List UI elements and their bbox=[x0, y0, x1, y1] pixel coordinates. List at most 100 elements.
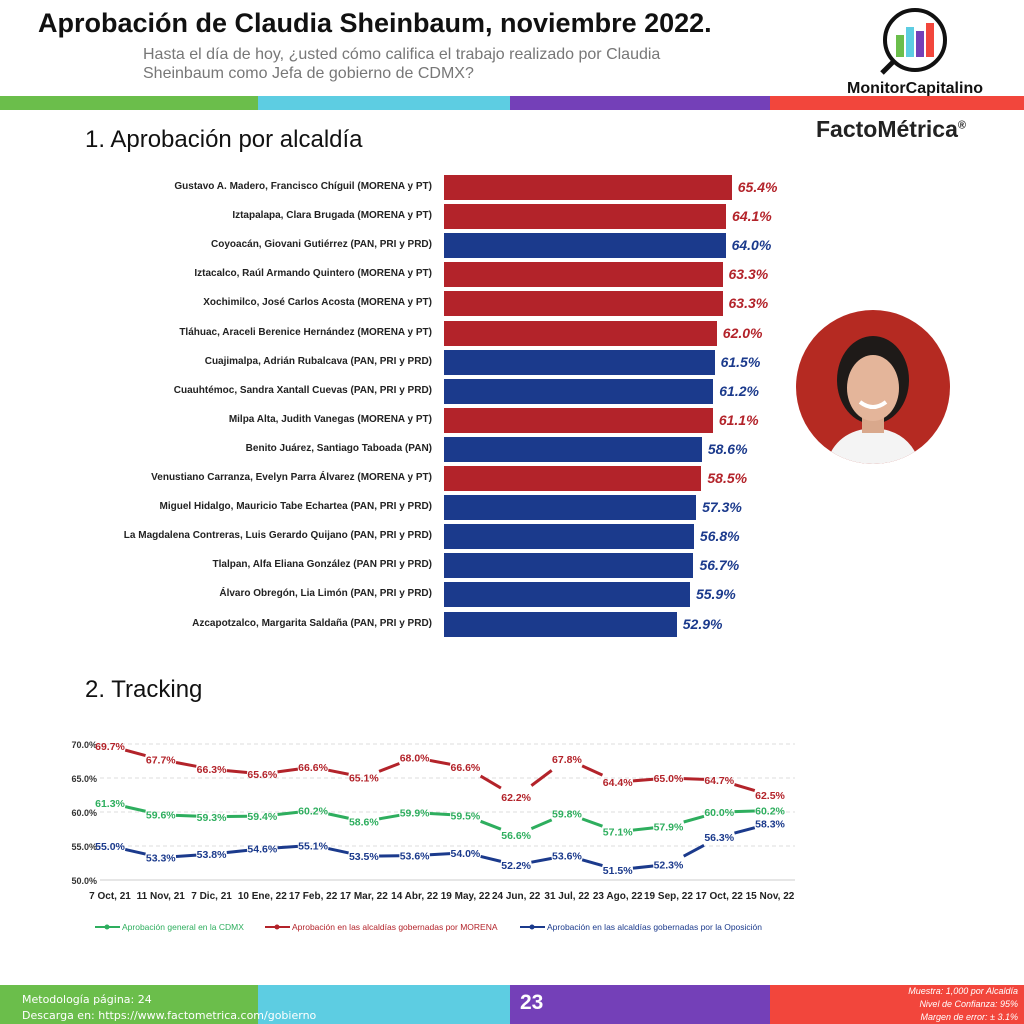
y-tick-label: 60.0% bbox=[71, 808, 97, 818]
footer-stripe-cyan bbox=[258, 985, 510, 1024]
x-tick-label: 23 Ago, 22 bbox=[593, 891, 643, 902]
series-segment bbox=[479, 774, 502, 790]
data-label: 58.3% bbox=[755, 819, 785, 831]
series-segment bbox=[429, 758, 451, 766]
data-label: 54.6% bbox=[247, 844, 277, 856]
bar bbox=[444, 378, 714, 404]
series-segment bbox=[632, 826, 654, 832]
bar-value-label: 52.9% bbox=[682, 615, 723, 632]
bar bbox=[444, 262, 723, 288]
series-segment bbox=[530, 769, 553, 787]
bar-category-label: Coyoacán, Giovani Gutiérrez (PAN, PRI y … bbox=[211, 239, 432, 251]
series-segment bbox=[277, 844, 298, 850]
data-label: 65.6% bbox=[247, 769, 277, 781]
bar-category-label: Iztacalco, Raúl Armando Quintero (MORENA… bbox=[194, 268, 432, 280]
data-label: 53.3% bbox=[146, 853, 176, 865]
data-label: 55.1% bbox=[298, 840, 328, 852]
series-segment bbox=[632, 864, 654, 870]
series-segment bbox=[378, 813, 400, 821]
survey-question: Hasta el día de hoy, ¿usted cómo calific… bbox=[143, 46, 661, 82]
data-label: 59.8% bbox=[552, 808, 582, 820]
legend-marker bbox=[529, 924, 535, 930]
bar bbox=[444, 495, 697, 521]
series-segment bbox=[277, 767, 299, 774]
bar-value-label: 57.3% bbox=[702, 499, 742, 516]
series-segment bbox=[175, 813, 197, 818]
data-label: 64.4% bbox=[603, 777, 633, 789]
bar-value-label: 56.7% bbox=[699, 557, 740, 574]
x-tick-label: 7 Dic, 21 bbox=[191, 891, 232, 902]
series-segment bbox=[682, 843, 705, 858]
bar bbox=[444, 582, 690, 608]
monitor-capitalino-text: MonitorCapitalino bbox=[847, 80, 983, 97]
data-label: 60.2% bbox=[755, 806, 785, 818]
series-segment bbox=[683, 814, 705, 824]
series-segment bbox=[327, 812, 349, 820]
series-segment bbox=[328, 768, 349, 776]
data-label: 53.6% bbox=[552, 851, 582, 863]
bar-category-label: Gustavo A. Madero, Francisco Chíguil (MO… bbox=[174, 181, 432, 192]
data-label: 64.7% bbox=[704, 775, 734, 787]
footer-stripe-green bbox=[0, 985, 258, 1024]
bar-value-label: 64.1% bbox=[732, 208, 772, 225]
legend-label: Aprobación en las alcaldías gobernadas p… bbox=[547, 922, 762, 932]
series-segment bbox=[226, 769, 248, 774]
bar-value-label: 56.8% bbox=[699, 528, 740, 545]
series-segment bbox=[378, 762, 400, 773]
bar-category-label: Álvaro Obregón, Lia Limón (PAN, PRI y PR… bbox=[219, 588, 432, 600]
muestra-text: Muestra: 1,000 por Alcaldía bbox=[908, 986, 1018, 996]
data-label: 57.9% bbox=[654, 821, 684, 833]
series-segment bbox=[226, 848, 248, 855]
footer-stripe-red bbox=[770, 985, 1024, 1024]
bar bbox=[444, 291, 723, 317]
bar-category-label: Cuajimalpa, Adrián Rubalcava (PAN, PRI y… bbox=[204, 355, 432, 367]
bar-value-label: 58.6% bbox=[707, 440, 748, 457]
data-label: 60.0% bbox=[704, 807, 734, 819]
y-tick-label: 55.0% bbox=[71, 842, 97, 852]
bar-category-label: Tláhuac, Araceli Berenice Hernández (MOR… bbox=[179, 326, 432, 338]
data-label: 59.6% bbox=[146, 810, 176, 822]
bar-value-label: 62.0% bbox=[722, 324, 763, 341]
bar-category-label: Venustiano Carranza, Evelyn Parra Álvare… bbox=[151, 472, 432, 483]
descarga-link[interactable]: https://www.factometrica.com/gobierno bbox=[98, 1009, 317, 1022]
x-tick-label: 17 Oct, 22 bbox=[696, 891, 744, 902]
x-tick-label: 14 Abr, 22 bbox=[391, 891, 438, 902]
data-label: 57.1% bbox=[603, 827, 633, 839]
y-tick-label: 50.0% bbox=[71, 876, 97, 886]
data-label: 56.6% bbox=[501, 830, 531, 842]
footer-stripe-purple bbox=[510, 985, 770, 1024]
data-label: 61.3% bbox=[95, 798, 125, 810]
color-stripe-cyan bbox=[258, 96, 510, 110]
data-label: 54.0% bbox=[450, 848, 480, 860]
data-label: 66.3% bbox=[197, 764, 227, 776]
data-label: 69.7% bbox=[95, 741, 125, 753]
bar-value-label: 55.9% bbox=[695, 586, 736, 603]
bar-value-label: 65.4% bbox=[737, 179, 778, 195]
data-label: 59.4% bbox=[247, 811, 277, 823]
data-label: 59.3% bbox=[197, 812, 227, 824]
bar-category-label: Cuauhtémoc, Sandra Xantall Cuevas (PAN, … bbox=[173, 384, 432, 396]
legend-label: Aprobación general en la CDMX bbox=[122, 922, 244, 932]
bar bbox=[444, 611, 677, 637]
bar-category-label: Tlalpan, Alfa Eliana González (PAN PRI y… bbox=[212, 559, 432, 571]
series-segment bbox=[429, 811, 451, 817]
x-tick-label: 19 May, 22 bbox=[441, 891, 491, 902]
x-tick-label: 10 Ene, 22 bbox=[238, 891, 287, 902]
series-segment bbox=[327, 847, 349, 855]
y-tick-label: 70.0% bbox=[71, 740, 97, 750]
x-tick-label: 17 Feb, 22 bbox=[289, 891, 338, 902]
series-segment bbox=[124, 848, 146, 856]
data-label: 60.2% bbox=[298, 806, 328, 818]
series-segment bbox=[530, 818, 553, 830]
bar-value-label: 63.3% bbox=[728, 295, 769, 312]
series-segment bbox=[581, 858, 603, 867]
data-label: 66.6% bbox=[298, 762, 328, 774]
series-segment bbox=[175, 853, 197, 859]
x-tick-label: 19 Sep, 22 bbox=[644, 891, 693, 902]
sheinbaum-photo bbox=[796, 310, 950, 464]
bar-category-label: Xochimilco, José Carlos Acosta (MORENA y… bbox=[203, 297, 432, 309]
sample-info: Muestra: 1,000 por Alcaldía Nivel de Con… bbox=[908, 985, 1018, 1024]
data-label: 67.8% bbox=[552, 754, 582, 766]
data-label: 58.6% bbox=[349, 817, 379, 829]
x-tick-label: 24 Jun, 22 bbox=[492, 891, 541, 902]
